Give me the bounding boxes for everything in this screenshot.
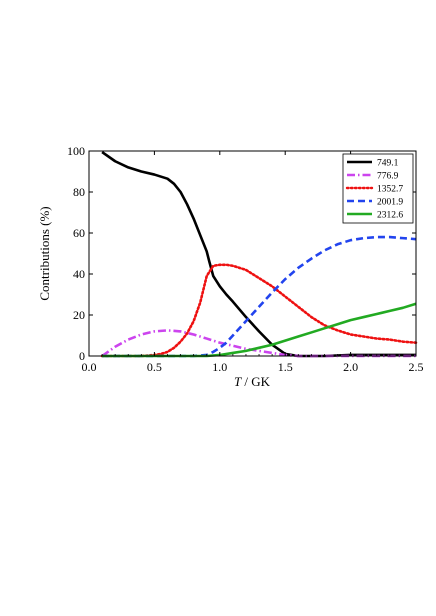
y-axis-label: Contributions (%) — [37, 206, 52, 300]
axis-ticks: 0.0 0.5 1.0 1.5 2.0 2.5 0 20 40 60 80 100 — [67, 144, 424, 374]
legend-label: 749.1 — [377, 159, 399, 169]
x-axis-label: T / GK — [234, 374, 271, 389]
series-line-2312-6 — [102, 302, 417, 358]
plot-frame — [88, 150, 417, 357]
y-tick-label: 60 — [73, 226, 85, 240]
legend: 749.1 776.9 1352.7 2001.9 2312.6 — [342, 153, 414, 224]
y-tick-label: 80 — [73, 185, 85, 199]
legend-label: 2312.6 — [377, 211, 403, 221]
x-tick-label: 0.0 — [82, 360, 97, 374]
x-tick-label: 0.5 — [147, 360, 162, 374]
x-tick-label: 1.5 — [278, 360, 293, 374]
x-tick-label: 2.5 — [409, 360, 424, 374]
legend-label: 776.9 — [377, 172, 399, 182]
x-tick-label: 2.0 — [343, 360, 358, 374]
series-line-2001-9 — [102, 235, 417, 358]
y-tick-label: 20 — [73, 308, 85, 322]
legend-label: 1352.7 — [377, 185, 403, 195]
series-line-1352-7 — [100, 263, 418, 358]
y-tick-label: 40 — [73, 267, 85, 281]
x-axis-label-unit: / GK — [241, 374, 271, 389]
y-tick-label: 0 — [79, 349, 85, 363]
legend-label: 2001.9 — [377, 198, 403, 208]
y-tick-label: 100 — [67, 144, 85, 158]
x-tick-label: 1.0 — [212, 360, 227, 374]
x-axis-label-symbol: T — [234, 374, 242, 389]
series-line-776-9 — [101, 329, 416, 358]
